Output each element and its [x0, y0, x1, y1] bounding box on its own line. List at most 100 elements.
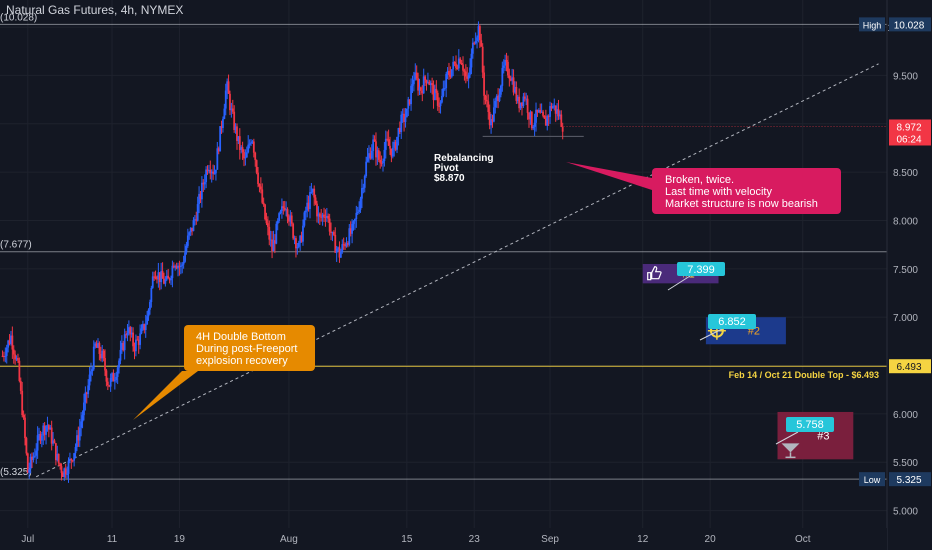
candle-body	[203, 182, 206, 185]
candle-body	[320, 216, 323, 218]
candle-body	[255, 160, 258, 173]
x-tick-label: Oct	[795, 534, 811, 545]
candle-body	[397, 127, 400, 137]
candle-body	[158, 272, 161, 283]
candle-body	[384, 138, 387, 150]
callout-box	[652, 168, 841, 214]
candle-body	[84, 392, 87, 403]
candle-body	[551, 106, 554, 109]
candle-body	[382, 161, 384, 164]
candle-body	[142, 324, 144, 329]
candle-body	[90, 371, 92, 375]
candle-body	[403, 113, 405, 122]
candle-body	[132, 332, 134, 347]
candle-body	[146, 316, 149, 325]
candle-body	[52, 440, 54, 444]
candle-body	[535, 109, 537, 123]
candle-body	[97, 343, 99, 348]
candle-body	[139, 333, 142, 345]
candle-body	[488, 112, 491, 126]
candle-body	[540, 111, 543, 113]
x-tick-label: 11	[107, 534, 118, 545]
candle-body	[57, 453, 60, 464]
candle-body	[45, 426, 47, 435]
candle-body	[491, 119, 494, 122]
candle-body	[125, 334, 127, 336]
target-price-text: 6.852	[718, 316, 746, 328]
candle-body	[259, 186, 262, 190]
candle-body	[515, 87, 518, 101]
trendline	[36, 63, 879, 478]
candle-body	[206, 169, 209, 172]
candle-body	[419, 87, 422, 91]
candle-body	[354, 219, 356, 222]
candle-body	[459, 58, 462, 63]
candle-body	[487, 101, 490, 113]
candle-body	[530, 111, 533, 129]
candle-body	[165, 275, 168, 280]
candle-body	[554, 105, 557, 114]
candle-body	[22, 415, 25, 418]
candle-body	[168, 278, 171, 281]
level-name-text: High	[863, 20, 882, 30]
candle-body	[356, 211, 359, 213]
target-zone-label: #3	[817, 431, 829, 443]
last-price-tag	[889, 119, 931, 146]
candle-body	[154, 276, 157, 279]
candle-body	[514, 87, 516, 93]
candle-body	[39, 434, 42, 441]
level-price-text: 5.325	[896, 475, 921, 486]
candle-body	[418, 87, 421, 91]
price-axis[interactable]: 5.0005.5006.0006.5007.0007.5008.0008.500…	[886, 0, 932, 550]
candle-body	[415, 72, 418, 79]
candle-body	[390, 148, 393, 157]
candle-body	[471, 42, 474, 54]
candle-body	[266, 223, 269, 227]
candle-body	[547, 116, 550, 118]
candle-body	[334, 234, 337, 253]
candle-body	[389, 145, 391, 149]
candle-body	[303, 212, 306, 226]
candle-body	[153, 276, 156, 278]
candle-body	[217, 148, 220, 152]
candle-body	[244, 157, 247, 159]
candle-body	[349, 228, 352, 234]
level-price-tag	[889, 17, 931, 32]
candle-body	[550, 106, 553, 109]
candle-body	[494, 100, 497, 108]
candle-body	[516, 96, 519, 101]
time-axis[interactable]: Jul 11 19 Aug 15 23 Sep 12 20 Oct	[0, 528, 887, 550]
candle-body	[480, 40, 483, 47]
candle-body	[404, 117, 407, 122]
candle-body	[335, 248, 338, 253]
level-price-tag	[889, 472, 931, 487]
candle-body	[261, 189, 264, 203]
target-connector	[667, 275, 691, 291]
candle-body	[136, 339, 139, 341]
target-price-tag	[786, 417, 834, 432]
candle-body	[504, 59, 507, 66]
candle-body	[245, 152, 248, 158]
candle-body	[351, 223, 354, 234]
candle-body	[209, 170, 212, 174]
target-price-text: 7.399	[687, 264, 715, 276]
candle-body	[147, 309, 150, 317]
candle-body	[321, 214, 324, 218]
candle-body	[436, 92, 439, 106]
x-tick-label: 12	[637, 534, 649, 545]
candle-body	[429, 83, 432, 86]
candle-body	[199, 193, 202, 200]
candle-body	[332, 231, 335, 235]
candle-body	[396, 136, 398, 150]
candle-body	[49, 427, 52, 430]
candle-body	[216, 148, 219, 170]
candle-body	[151, 276, 154, 288]
candle-body	[240, 147, 243, 151]
candle-body	[64, 468, 67, 475]
candle-body	[268, 226, 271, 240]
candle-body	[4, 355, 7, 357]
candle-body	[14, 354, 17, 360]
candle-body	[282, 206, 285, 209]
candle-body	[300, 235, 303, 242]
